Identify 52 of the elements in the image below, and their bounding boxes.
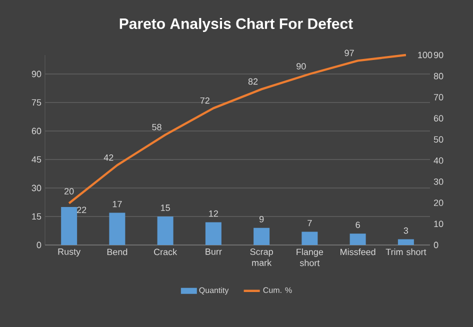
y-tick-label: 75 bbox=[32, 99, 42, 106]
bar bbox=[254, 228, 270, 245]
x-tick-label: Flange short bbox=[296, 248, 324, 266]
legend-label: Quantity bbox=[199, 287, 229, 295]
y2-tick-label: 80 bbox=[434, 72, 444, 80]
bar bbox=[205, 222, 222, 245]
chart-title: Pareto Analysis Chart For Defect bbox=[120, 18, 353, 32]
data-label: 20 bbox=[64, 188, 74, 194]
y2-tick-label: 30 bbox=[434, 178, 444, 185]
data-label: 6 bbox=[356, 222, 360, 228]
y2-tick-label: 50 bbox=[434, 136, 444, 143]
x-tick-label: Trim short bbox=[386, 248, 426, 256]
data-label: 72 bbox=[200, 97, 210, 104]
x-tick-label: Burr bbox=[206, 248, 222, 255]
data-label: 7 bbox=[308, 220, 312, 226]
y-tick-label: 15 bbox=[32, 213, 42, 220]
bar bbox=[302, 232, 318, 245]
y2-tick-label: 90 bbox=[434, 52, 444, 58]
y2-tick-label: 0 bbox=[434, 242, 438, 248]
y-tick-label: 0 bbox=[36, 242, 42, 248]
y2-tick-label: 70 bbox=[434, 94, 444, 100]
y2-tick-label: 60 bbox=[434, 115, 444, 122]
y2-tick-label: 40 bbox=[434, 157, 444, 164]
x-tick-label: Crack bbox=[154, 248, 178, 256]
data-label: 17 bbox=[112, 200, 122, 208]
bar bbox=[350, 234, 366, 245]
data-label: 9 bbox=[259, 216, 264, 222]
legend-label: Cum. % bbox=[263, 287, 292, 293]
x-tick-label: Rusty bbox=[58, 248, 81, 257]
y-tick-label: 45 bbox=[32, 156, 42, 163]
y-tick-label: 90 bbox=[32, 70, 42, 78]
data-label: 42 bbox=[104, 154, 114, 161]
bar bbox=[61, 207, 78, 245]
bar bbox=[157, 216, 174, 245]
bar bbox=[109, 212, 126, 245]
data-label: 15 bbox=[161, 204, 170, 211]
data-label: 90 bbox=[296, 63, 306, 70]
data-label: 97 bbox=[344, 50, 354, 56]
x-tick-label: Scrap mark bbox=[250, 248, 273, 266]
x-tick-label: Missfeed bbox=[340, 248, 376, 256]
data-label: 100 bbox=[418, 52, 432, 58]
data-label: 12 bbox=[209, 210, 218, 217]
data-label: 58 bbox=[152, 124, 162, 130]
bar bbox=[398, 239, 414, 245]
y2-tick-label: 20 bbox=[434, 200, 444, 206]
x-tick-label: Bend bbox=[107, 248, 128, 256]
data-label: 3 bbox=[404, 227, 408, 234]
y-tick-label: 60 bbox=[32, 128, 42, 134]
data-label: 82 bbox=[248, 78, 258, 85]
data-label: 22 bbox=[77, 206, 86, 214]
y-tick-label: 30 bbox=[32, 184, 42, 192]
y2-tick-label: 10 bbox=[434, 220, 444, 228]
